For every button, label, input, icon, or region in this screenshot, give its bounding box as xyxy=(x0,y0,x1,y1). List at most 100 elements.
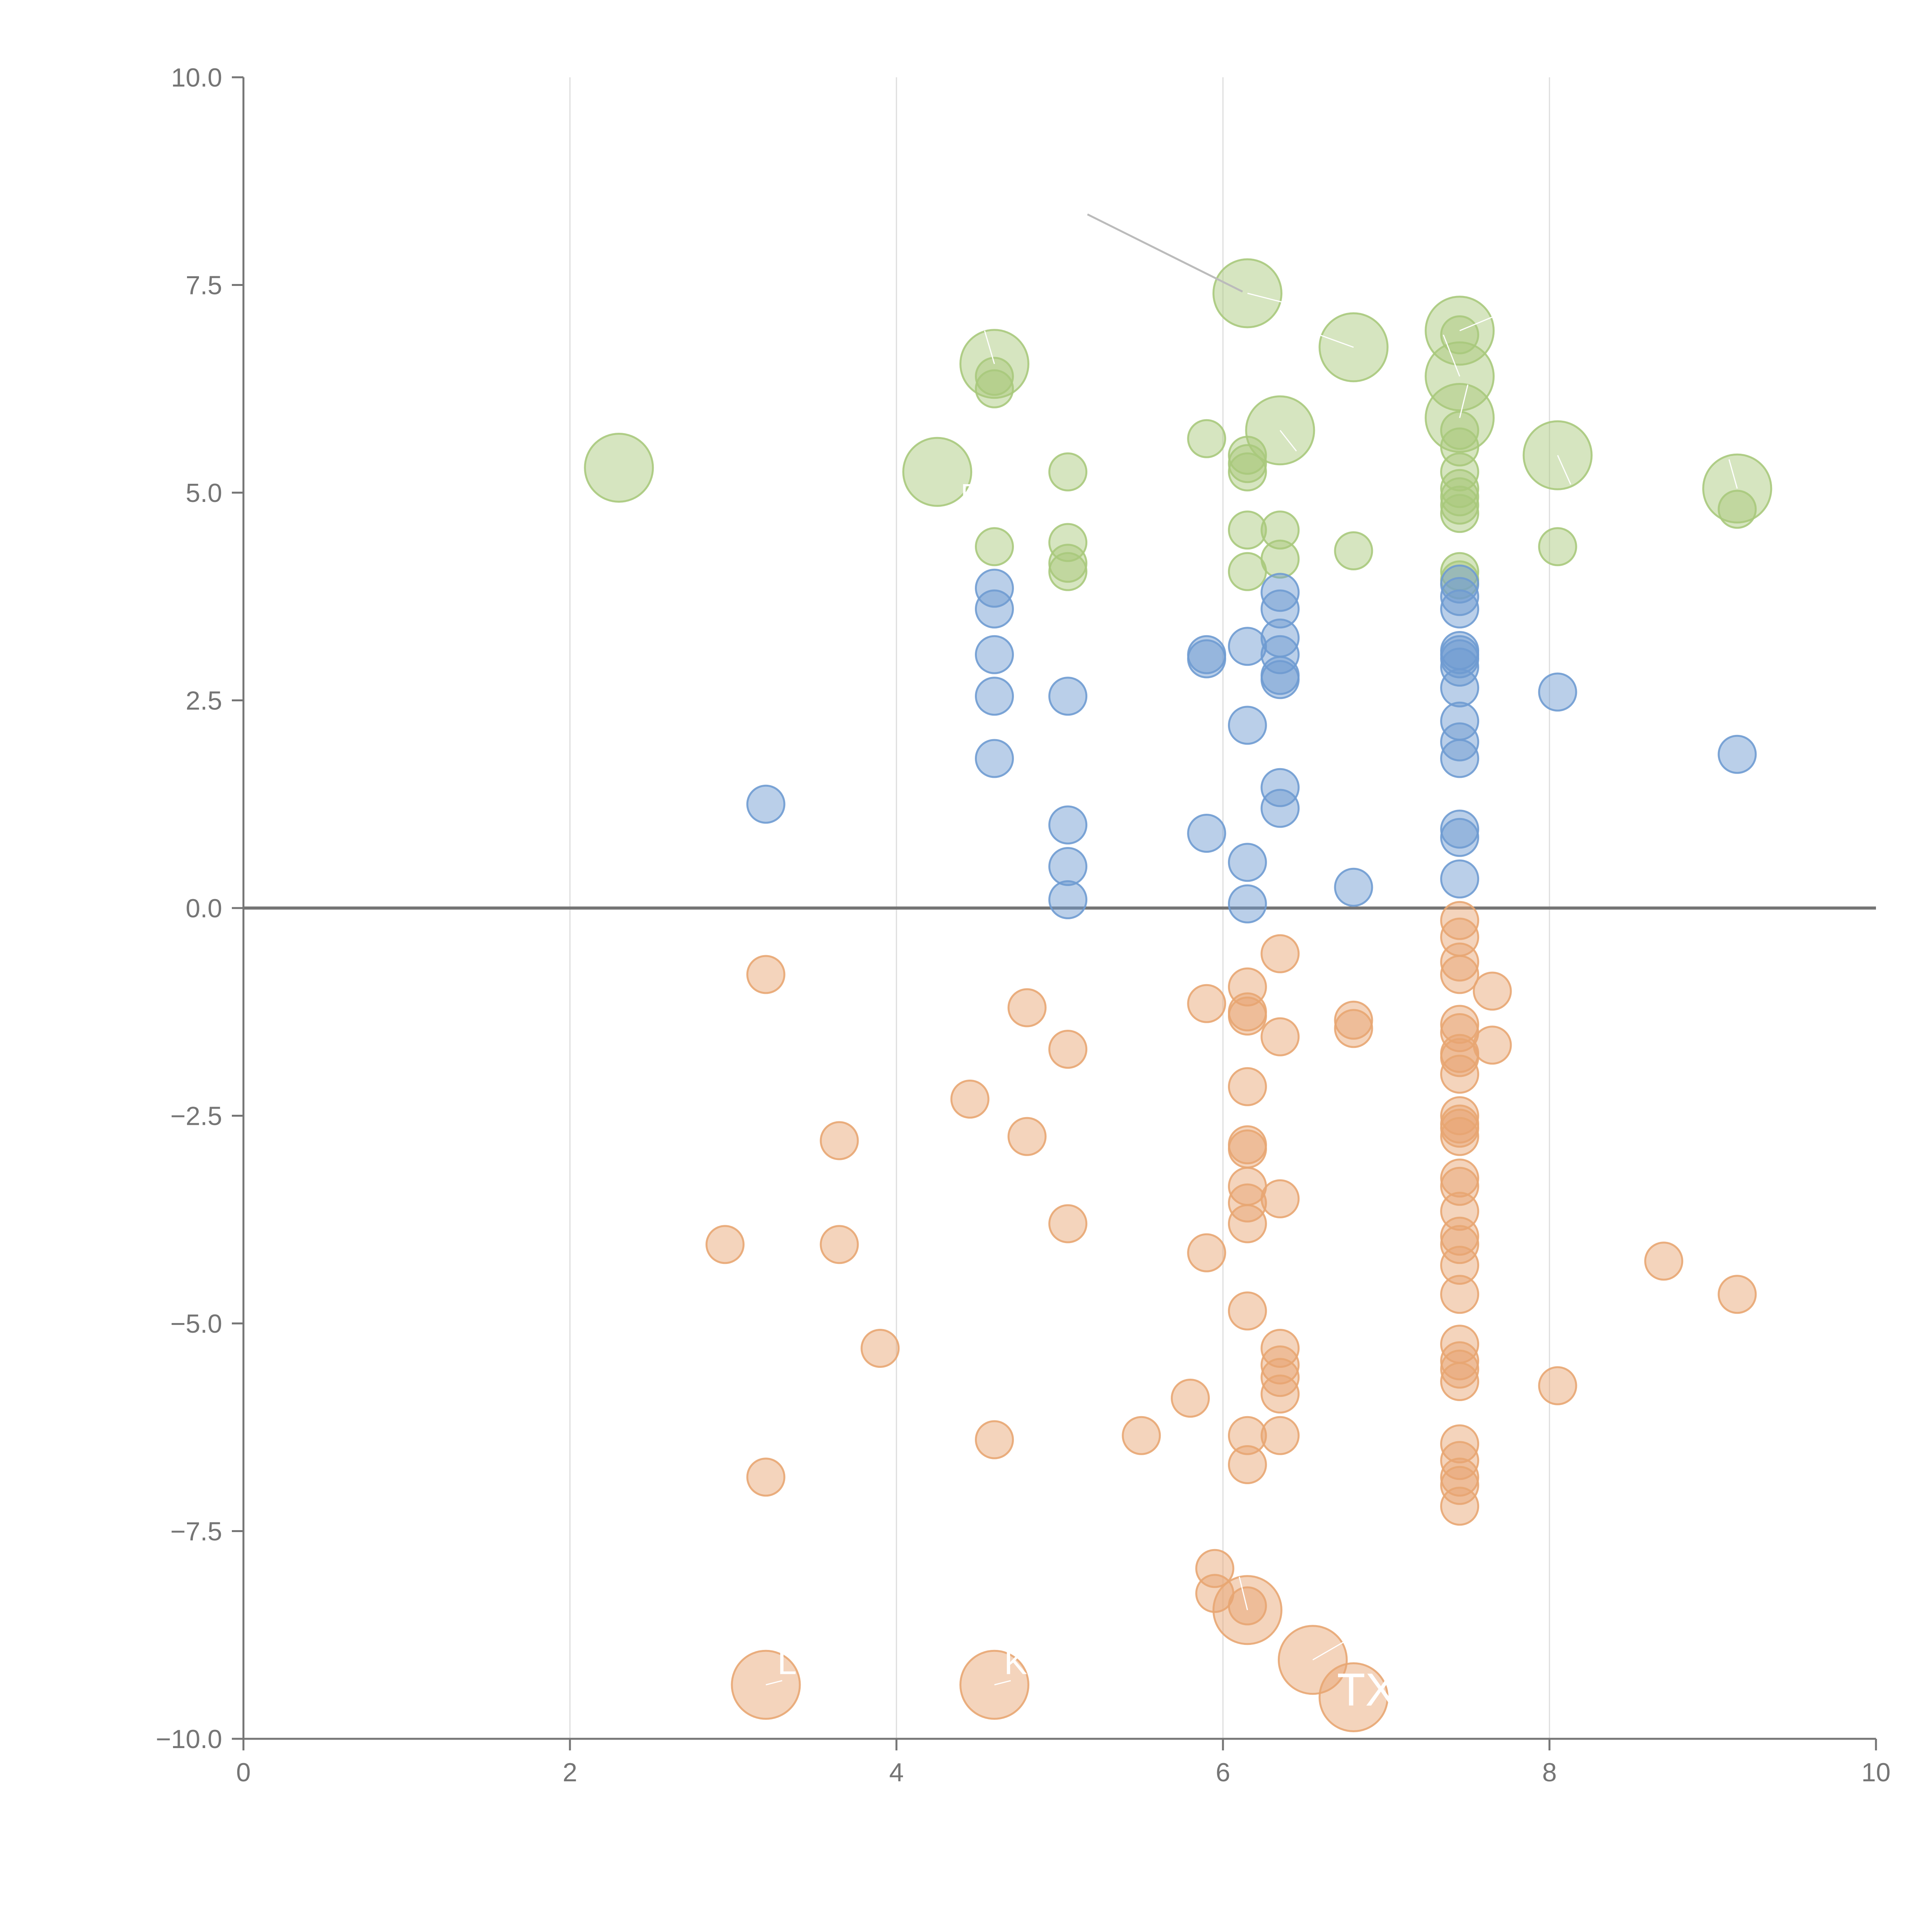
orange-point xyxy=(1440,1096,1480,1135)
orange-point xyxy=(1440,901,1480,940)
green-point xyxy=(1260,539,1300,579)
blue-point xyxy=(1440,818,1480,857)
blue-point xyxy=(1718,735,1757,774)
blue-point xyxy=(1228,706,1267,745)
orange-point xyxy=(1440,1216,1480,1256)
orange-point xyxy=(1440,955,1480,994)
orange-point xyxy=(1260,1329,1300,1368)
axes-layer: 0 2 4 6 8 10 10.0 7.5 5.0 2.5 0.0 −2.5 −5.0 −7.5 −10.0 xyxy=(156,63,1891,1787)
orange-point xyxy=(705,1225,745,1264)
blue-point xyxy=(1228,627,1267,666)
blue-point xyxy=(1260,768,1300,807)
data-label: TX xyxy=(1337,1664,1396,1716)
blue-point xyxy=(1048,805,1088,845)
green-point xyxy=(1440,477,1480,517)
x-tick-label: 4 xyxy=(889,1758,904,1787)
green-point xyxy=(1718,490,1757,529)
leader-line xyxy=(1459,315,1496,332)
orange-point xyxy=(1440,1362,1480,1401)
orange-point xyxy=(1440,1117,1480,1156)
orange-point xyxy=(1228,1586,1267,1626)
blue-point xyxy=(975,739,1014,778)
orange-point xyxy=(1228,1129,1267,1168)
blue-point xyxy=(1048,880,1088,919)
y-tick-label: 5.0 xyxy=(185,478,222,508)
orange-point xyxy=(1718,1275,1757,1314)
orange-point xyxy=(1440,1158,1480,1198)
orange-point xyxy=(861,1329,900,1368)
blue-point xyxy=(1440,577,1480,616)
orange-point xyxy=(1007,988,1047,1027)
orange-point xyxy=(1440,1005,1480,1044)
orange-point xyxy=(975,1420,1014,1459)
blue-point xyxy=(1260,573,1300,612)
orange-point xyxy=(1260,1345,1300,1384)
orange-point xyxy=(1440,1349,1480,1389)
green-point xyxy=(902,437,973,507)
blue-point xyxy=(1260,660,1300,699)
green-point xyxy=(1440,485,1480,525)
blue-point xyxy=(1440,722,1480,762)
orange-point xyxy=(1440,1275,1480,1314)
green-point xyxy=(1048,552,1088,591)
green-point xyxy=(975,527,1014,566)
orange-point xyxy=(1228,1067,1267,1106)
orange-point xyxy=(1171,1379,1210,1418)
orange-point xyxy=(1228,1291,1267,1331)
green-point xyxy=(1228,510,1267,550)
blue-point xyxy=(1187,814,1226,853)
green-point xyxy=(1048,523,1088,562)
blue-point xyxy=(1440,859,1480,899)
green-point xyxy=(1260,510,1300,550)
y-tick-label: −5.0 xyxy=(170,1309,222,1338)
orange-point xyxy=(1122,1416,1161,1455)
x-tick-label: 10 xyxy=(1861,1758,1891,1787)
orange-point xyxy=(1440,1109,1480,1148)
green-point xyxy=(975,357,1014,396)
leader-line xyxy=(1459,384,1469,418)
orange-point xyxy=(746,955,786,994)
blue-point xyxy=(1228,884,1267,923)
green-point xyxy=(1334,531,1373,570)
blue-point xyxy=(1440,639,1480,679)
orange-point xyxy=(1260,1374,1300,1414)
orange-point xyxy=(1440,1341,1480,1381)
orange-point xyxy=(1473,971,1512,1011)
blue-point xyxy=(1440,589,1480,629)
orange-point xyxy=(1334,1000,1373,1040)
green-point xyxy=(1048,452,1088,492)
blue-point xyxy=(1440,648,1480,687)
orange-point xyxy=(1440,1466,1480,1505)
leader-line xyxy=(1238,1577,1248,1611)
data-label: E xyxy=(961,478,979,509)
orange-point xyxy=(1228,997,1267,1036)
orange-point xyxy=(1260,934,1300,973)
green-point xyxy=(1228,444,1267,483)
leader-line xyxy=(1728,459,1738,489)
blue-point xyxy=(1440,810,1480,849)
orange-point xyxy=(1440,1225,1480,1264)
green-point xyxy=(1440,494,1480,533)
blue-point xyxy=(1334,867,1373,907)
orange-point xyxy=(1440,942,1480,982)
orange-point xyxy=(1644,1242,1684,1281)
green-point xyxy=(1440,411,1480,450)
x-tick-label: 2 xyxy=(563,1758,577,1787)
leader-line xyxy=(1442,334,1461,377)
blue-point xyxy=(975,677,1014,716)
green-point xyxy=(1538,527,1577,566)
orange-point xyxy=(1473,1026,1512,1065)
blue-point xyxy=(1048,677,1088,716)
y-tick-label: 7.5 xyxy=(185,271,222,300)
blue-point xyxy=(975,568,1014,608)
blue-point xyxy=(1440,739,1480,778)
orange-point xyxy=(950,1080,990,1119)
orange-point xyxy=(820,1225,859,1264)
blue-point xyxy=(1538,672,1577,712)
y-tick-label: −10.0 xyxy=(156,1725,222,1754)
orange-point xyxy=(1228,1183,1267,1223)
leader-line xyxy=(1296,326,1354,348)
data-label: L xyxy=(777,1643,797,1682)
